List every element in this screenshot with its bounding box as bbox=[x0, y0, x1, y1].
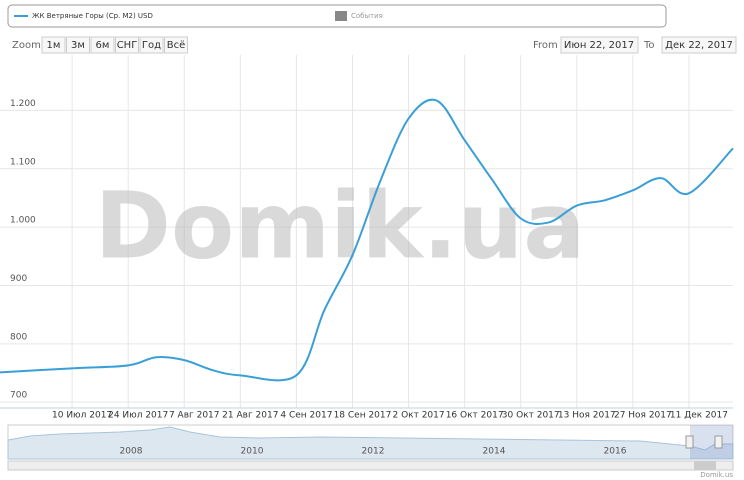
navigator-label: 2014 bbox=[483, 447, 506, 457]
to-input[interactable] bbox=[661, 36, 737, 54]
x-tick-label: 10 Июл 2017 bbox=[52, 411, 112, 421]
range-button-label[interactable]: 3м bbox=[71, 40, 85, 51]
navigator-handle[interactable] bbox=[714, 435, 723, 449]
zoom-label: Zoom bbox=[12, 40, 41, 51]
x-tick-label: 4 Сен 2017 bbox=[280, 411, 332, 421]
x-tick-label: 21 Авг 2017 bbox=[222, 411, 278, 421]
credits: Domik.us bbox=[700, 471, 733, 479]
events-swatch bbox=[335, 11, 347, 21]
legend-label[interactable]: ЖК Ветряные Горы (Ср. М2) USD bbox=[32, 12, 153, 20]
range-button[interactable] bbox=[41, 36, 66, 54]
navigator-handle[interactable] bbox=[685, 435, 694, 449]
range-button[interactable] bbox=[139, 36, 164, 54]
x-tick-label: 16 Окт 2017 bbox=[446, 411, 504, 421]
y-tick-label: 800 bbox=[10, 332, 27, 342]
range-button-label[interactable]: Год bbox=[142, 40, 161, 51]
y-tick-label: 700 bbox=[10, 391, 27, 401]
navigator-labels: 2008 2010 2012 2014 2016 bbox=[120, 447, 627, 457]
scrollbar-thumb[interactable] bbox=[694, 461, 716, 470]
x-tick-label: 2 Окт 2017 bbox=[392, 411, 444, 421]
x-tick-label: 7 Авг 2017 bbox=[169, 411, 220, 421]
from-input[interactable] bbox=[560, 36, 639, 54]
x-tick-label: 18 Сен 2017 bbox=[334, 411, 392, 421]
range-button[interactable] bbox=[115, 36, 139, 54]
range-button-label[interactable]: Всё bbox=[167, 40, 186, 51]
y-tick-label: 900 bbox=[10, 274, 27, 284]
x-tick-label: 24 Июл 2017 bbox=[108, 411, 168, 421]
series-layer bbox=[0, 98, 734, 382]
y-tick-label: 1.200 bbox=[10, 99, 36, 109]
x-tick-label: 27 Ноя 2017 bbox=[614, 411, 672, 421]
events-label[interactable]: События bbox=[351, 12, 383, 20]
to-date[interactable]: Дек 22, 2017 bbox=[665, 40, 733, 51]
navigator-label: 2010 bbox=[241, 447, 264, 457]
navigator-area bbox=[7, 426, 734, 460]
range-button[interactable] bbox=[66, 36, 90, 54]
navigator-label: 2008 bbox=[120, 447, 143, 457]
range-button[interactable] bbox=[90, 36, 115, 54]
navigator-selection[interactable] bbox=[690, 425, 733, 459]
from-date[interactable]: Июн 22, 2017 bbox=[564, 40, 634, 51]
range-buttons: 1м 3м 6м СНГ Год Всё bbox=[41, 36, 188, 54]
y-tick-label: 1.000 bbox=[10, 216, 36, 226]
x-tick-label: 13 Ноя 2017 bbox=[558, 411, 616, 421]
from-label: From bbox=[533, 40, 558, 51]
x-tick-label: 30 Окт 2017 bbox=[502, 411, 560, 421]
range-button-label[interactable]: СНГ bbox=[117, 40, 138, 51]
range-button-label[interactable]: 6м bbox=[96, 40, 110, 51]
series-line bbox=[0, 98, 734, 382]
range-button[interactable] bbox=[164, 36, 188, 54]
to-label: To bbox=[643, 40, 655, 51]
range-button-label[interactable]: 1м bbox=[47, 40, 61, 51]
y-tick-label: 1.100 bbox=[10, 157, 36, 167]
scrollbar[interactable] bbox=[7, 460, 734, 471]
navigator-label: 2016 bbox=[604, 447, 627, 457]
navigator-label: 2012 bbox=[362, 447, 385, 457]
x-tick-label: 11 Дек 2017 bbox=[670, 411, 728, 421]
watermark: Domik.ua bbox=[95, 172, 586, 279]
